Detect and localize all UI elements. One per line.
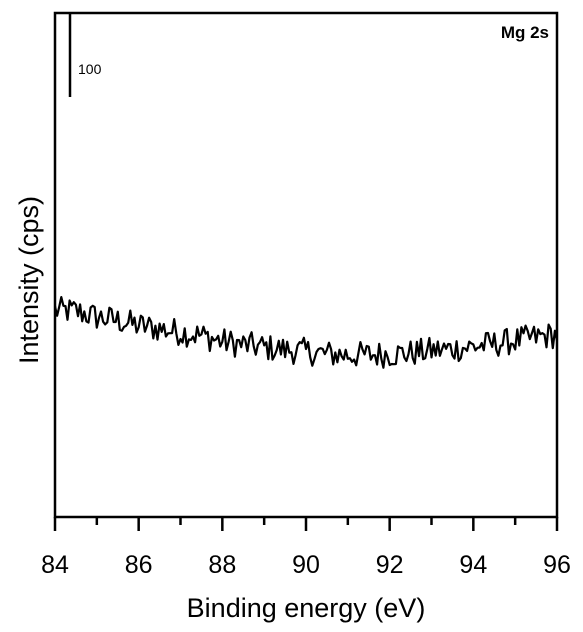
x-tick-label: 96 (543, 551, 571, 579)
x-tick-label: 90 (292, 551, 320, 579)
x-tick-label: 84 (41, 551, 69, 579)
panel-label: Mg 2s (501, 23, 549, 42)
plot-frame (53, 11, 559, 519)
x-tick-labels: 84 86 88 90 92 94 96 (41, 551, 571, 579)
x-tick-label: 92 (376, 551, 404, 579)
scale-bar-label: 100 (78, 61, 102, 77)
x-tick-label: 86 (125, 551, 153, 579)
x-tick-label: 88 (208, 551, 236, 579)
x-tick-label: 94 (459, 551, 487, 579)
x-axis-label: Binding energy (eV) (187, 593, 426, 623)
x-ticks (53, 517, 559, 531)
series-line-mg2s (53, 296, 559, 369)
y-axis-label: Intensity (cps) (14, 196, 44, 364)
